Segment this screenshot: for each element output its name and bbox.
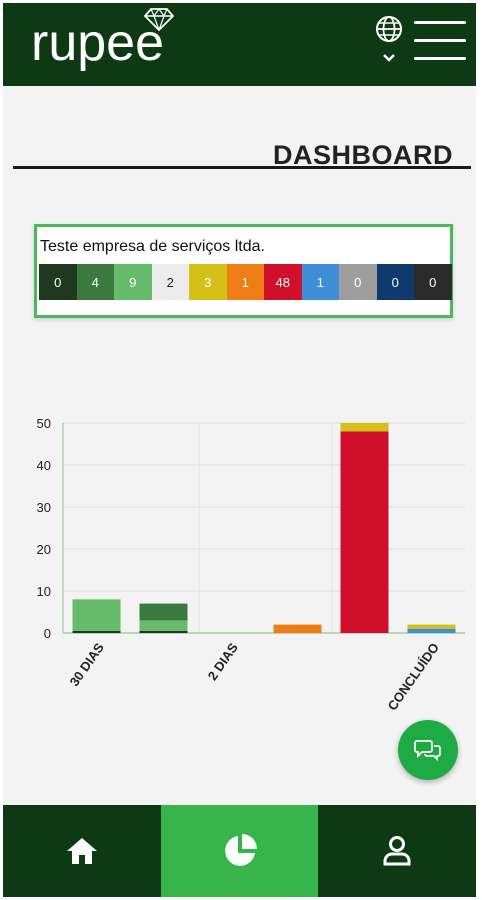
y-tick-label: 30 bbox=[37, 500, 51, 515]
diamond-icon bbox=[144, 7, 174, 31]
profile-icon bbox=[383, 836, 411, 866]
globe-icon[interactable] bbox=[375, 15, 403, 43]
y-tick-label: 20 bbox=[37, 542, 51, 557]
x-tick-label: 2 DIAS bbox=[205, 640, 242, 683]
hamburger-menu-icon[interactable] bbox=[414, 19, 466, 63]
status-count-6[interactable]: 48 bbox=[264, 264, 302, 300]
y-tick-label: 50 bbox=[37, 416, 51, 431]
status-count-1[interactable]: 4 bbox=[76, 264, 114, 300]
nav-dashboard[interactable] bbox=[160, 805, 319, 897]
logo[interactable]: rupee bbox=[31, 14, 164, 72]
top-bar: rupee bbox=[3, 3, 476, 86]
status-count-9[interactable]: 0 bbox=[376, 264, 414, 300]
chat-button[interactable] bbox=[398, 720, 458, 780]
bar-4-s4 bbox=[340, 431, 389, 633]
status-count-5[interactable]: 1 bbox=[226, 264, 264, 300]
chat-bubbles-icon bbox=[414, 740, 441, 762]
page-title: DASHBOARD bbox=[273, 140, 453, 170]
status-count-8[interactable]: 0 bbox=[339, 264, 377, 300]
bar-5-s6 bbox=[407, 624, 456, 629]
status-bar-chart: 0 10 20 30 40 50 30 DIAS 2 DIAS CONCLUÍDO bbox=[37, 416, 465, 713]
status-count-0[interactable]: 0 bbox=[39, 264, 77, 300]
y-tick-label: 40 bbox=[37, 458, 51, 473]
bar-0-s1 bbox=[72, 599, 121, 631]
status-count-4[interactable]: 3 bbox=[189, 264, 227, 300]
y-tick-label: 0 bbox=[44, 626, 51, 641]
chevron-down-icon[interactable] bbox=[382, 53, 396, 63]
status-count-2[interactable]: 9 bbox=[114, 264, 152, 300]
status-count-3[interactable]: 2 bbox=[151, 264, 189, 300]
app-frame: rupee DASHBOARD Teste empresa de serviço… bbox=[3, 3, 476, 897]
bar-0-s0 bbox=[72, 630, 121, 633]
company-name: Teste empresa de serviços ltda. bbox=[40, 238, 265, 255]
x-tick-label: 30 DIAS bbox=[66, 640, 107, 689]
status-count-10[interactable]: 0 bbox=[414, 264, 452, 300]
status-count-strip: 0 4 9 2 3 1 48 1 0 0 0 bbox=[39, 264, 452, 300]
title-underline bbox=[13, 166, 471, 169]
y-tick-label: 10 bbox=[37, 584, 51, 599]
bar-3-s3 bbox=[273, 624, 322, 633]
x-tick-label: CONCLUÍDO bbox=[385, 640, 442, 713]
bar-1-s0 bbox=[139, 630, 188, 633]
bar-1-s2 bbox=[139, 603, 188, 621]
status-count-7[interactable]: 1 bbox=[301, 264, 339, 300]
bottom-navigation bbox=[3, 805, 476, 897]
nav-profile[interactable] bbox=[318, 805, 476, 897]
bar-1-s1 bbox=[139, 620, 188, 631]
home-icon bbox=[66, 838, 97, 864]
nav-home[interactable] bbox=[3, 805, 161, 897]
dashboard-pie-icon bbox=[224, 834, 257, 866]
bar-5-s5 bbox=[407, 628, 456, 633]
bar-4-s6 bbox=[340, 423, 389, 432]
company-card[interactable]: Teste empresa de serviços ltda. 0 4 9 2 3 1 48… bbox=[34, 224, 453, 318]
